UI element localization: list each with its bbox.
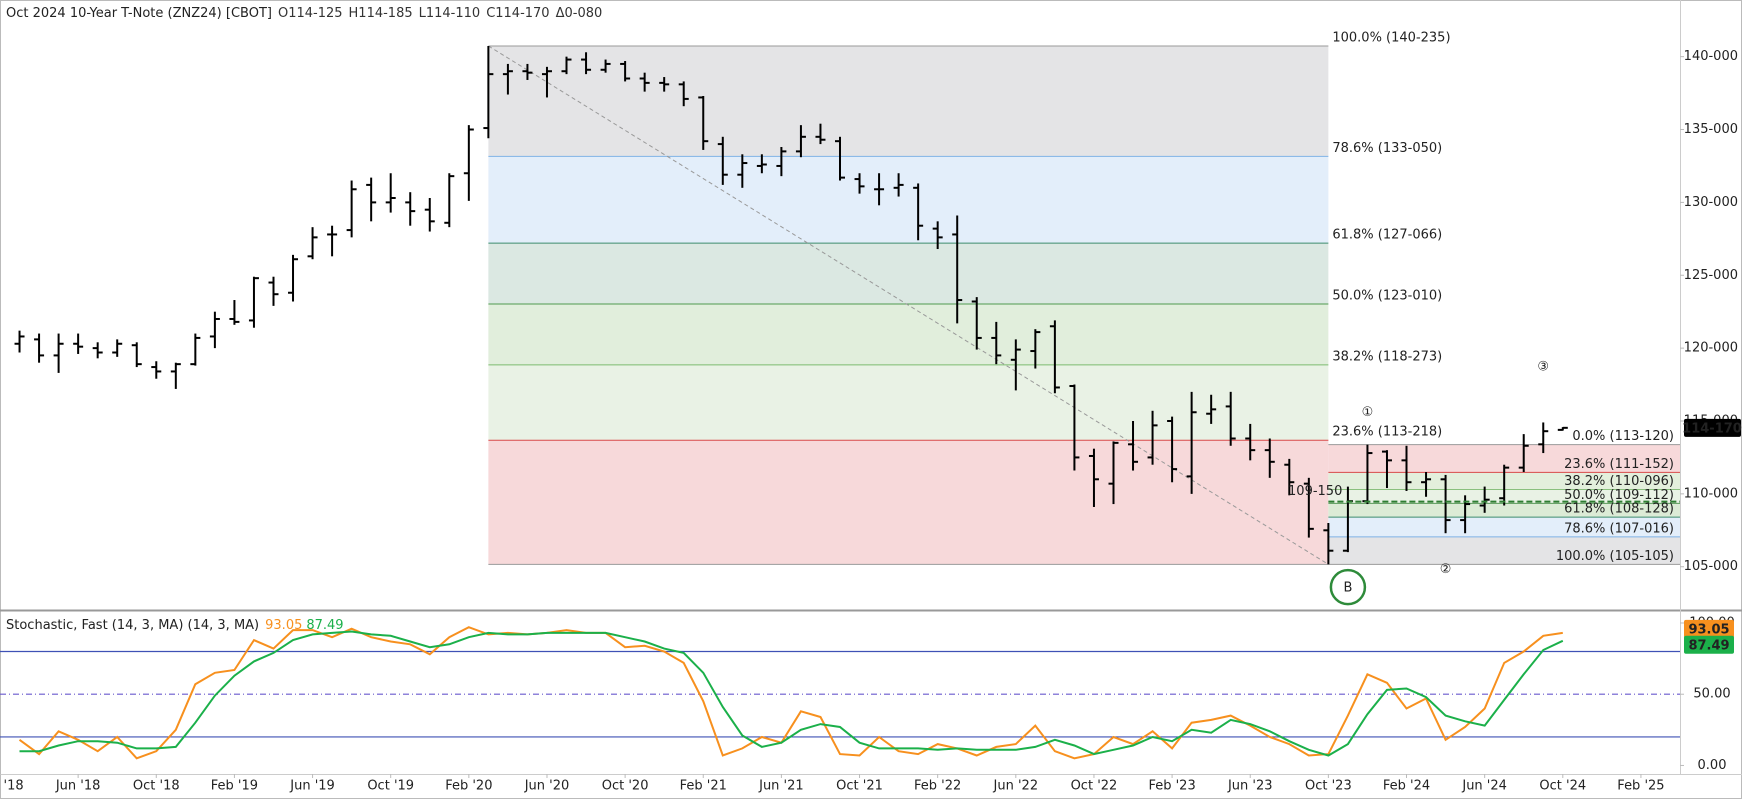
fib-zone <box>488 440 1329 565</box>
stoch-d-value: 87.49 <box>306 618 343 633</box>
annotation: ② <box>1440 562 1452 577</box>
quote-item: O114-125 <box>278 6 343 21</box>
stoch-tick-label: 50.00 <box>1693 687 1730 702</box>
y-tick-label: 140-000 <box>1684 49 1738 64</box>
x-tick-label: Oct '19 <box>367 779 414 794</box>
x-tick-label: Feb '18 <box>0 779 24 794</box>
fib-zone <box>488 45 1329 157</box>
y-tick-label: 110-000 <box>1684 486 1738 501</box>
quote-item: H114-185 <box>349 6 413 21</box>
marker-label: 109-150 <box>1288 484 1342 499</box>
x-tick-label: Feb '19 <box>211 779 258 794</box>
x-tick-label: Jun '20 <box>524 779 570 794</box>
stoch-badge <box>1684 635 1734 654</box>
annotation: ③ <box>1537 360 1549 375</box>
x-tick-label: Feb '21 <box>680 779 727 794</box>
x-tick-label: Jun '23 <box>1227 779 1273 794</box>
fib-zone <box>1328 503 1680 518</box>
x-tick-label: Oct '22 <box>1071 779 1118 794</box>
fib-label: 23.6% (113-218) <box>1332 425 1442 440</box>
main-layer: 109-150 ① ② ③ B <box>14 45 1680 606</box>
fib-zone <box>1328 517 1680 537</box>
x-tick-label: Jun '21 <box>758 779 804 794</box>
fib-label: 61.8% (108-128) <box>1564 502 1674 517</box>
x-tick-label: Oct '18 <box>133 779 180 794</box>
symbol-title: Oct 2024 10-Year T-Note (ZNZ24) [CBOT] <box>6 6 272 21</box>
annotation: B <box>1343 581 1352 596</box>
stoch-tick-label: 0.00 <box>1698 758 1727 773</box>
annotation: ① <box>1362 405 1374 420</box>
fib-zone <box>488 303 1329 365</box>
fib-label: 23.6% (111-152) <box>1564 457 1674 472</box>
x-tick-label: Oct '21 <box>836 779 883 794</box>
y-tick-label: 120-000 <box>1684 341 1738 356</box>
header: Oct 2024 10-Year T-Note (ZNZ24) [CBOT] O1… <box>6 6 602 21</box>
x-tick-label: Feb '24 <box>1383 779 1430 794</box>
stoch-badge <box>1684 619 1734 638</box>
stoch-title: Stochastic, Fast (14, 3, MA) (14, 3, MA) <box>6 618 259 633</box>
fib-zone <box>488 364 1329 441</box>
fib-label: 38.2% (110-096) <box>1564 474 1674 489</box>
last-price-badge <box>1684 418 1741 437</box>
x-tick-label: Jun '18 <box>55 779 101 794</box>
fib-label: 78.6% (107-016) <box>1564 521 1674 536</box>
y-tick-label: 105-000 <box>1684 559 1738 574</box>
fib-label: 61.8% (127-066) <box>1332 228 1442 243</box>
x-tick-label: Feb '25 <box>1617 779 1664 794</box>
x-tick-label: Oct '24 <box>1539 779 1586 794</box>
fib-label: 50.0% (123-010) <box>1332 288 1442 303</box>
fib-label: 0.0% (113-120) <box>1572 429 1674 444</box>
fib-layer: 100.0% (140-235) 78.6% (133-050) 61.8% (12… <box>488 30 1680 565</box>
quote: O114-125 H114-185 L114-110 C114-170 Δ0-080 <box>278 6 602 21</box>
x-tick-label: Feb '22 <box>914 779 961 794</box>
fib-zone <box>488 156 1329 244</box>
stoch-k-value: 93.05 <box>265 618 302 633</box>
fib-label: 50.0% (109-112) <box>1564 488 1674 503</box>
fib-label: 100.0% (105-105) <box>1556 549 1674 564</box>
y-tick-label: 135-000 <box>1684 122 1738 137</box>
x-tick-label: Jun '19 <box>289 779 335 794</box>
x-tick-label: Jun '24 <box>1461 779 1507 794</box>
last-price-label: 114-170 <box>1682 421 1742 436</box>
x-tick-label: Feb '20 <box>445 779 492 794</box>
fib-label: 100.0% (140-235) <box>1332 30 1450 45</box>
stoch-header: Stochastic, Fast (14, 3, MA) (14, 3, MA)… <box>6 618 344 633</box>
quote-item: C114-170 <box>486 6 549 21</box>
y-tick-label: 130-000 <box>1684 195 1738 210</box>
x-tick-label: Oct '20 <box>602 779 649 794</box>
x-tick-label: Oct '23 <box>1305 779 1352 794</box>
y-tick-label: 125-000 <box>1684 268 1738 283</box>
fib-zone <box>488 243 1329 304</box>
stoch-badge-label: 93.05 <box>1688 622 1729 637</box>
fib-zone <box>1328 536 1680 565</box>
stoch-line <box>19 630 1564 757</box>
stoch-line <box>18 626 1563 760</box>
quote-item: Δ0-080 <box>556 6 603 21</box>
quote-item: L114-110 <box>419 6 481 21</box>
x-tick-label: Jun '22 <box>993 779 1039 794</box>
fib-trendline <box>488 45 1329 565</box>
stoch-badge-label: 87.49 <box>1688 638 1729 653</box>
x-tick-label: Feb '23 <box>1148 779 1195 794</box>
fib-label: 38.2% (118-273) <box>1332 349 1442 364</box>
annotation-ring <box>1329 568 1367 606</box>
fib-label: 78.6% (133-050) <box>1332 141 1442 156</box>
